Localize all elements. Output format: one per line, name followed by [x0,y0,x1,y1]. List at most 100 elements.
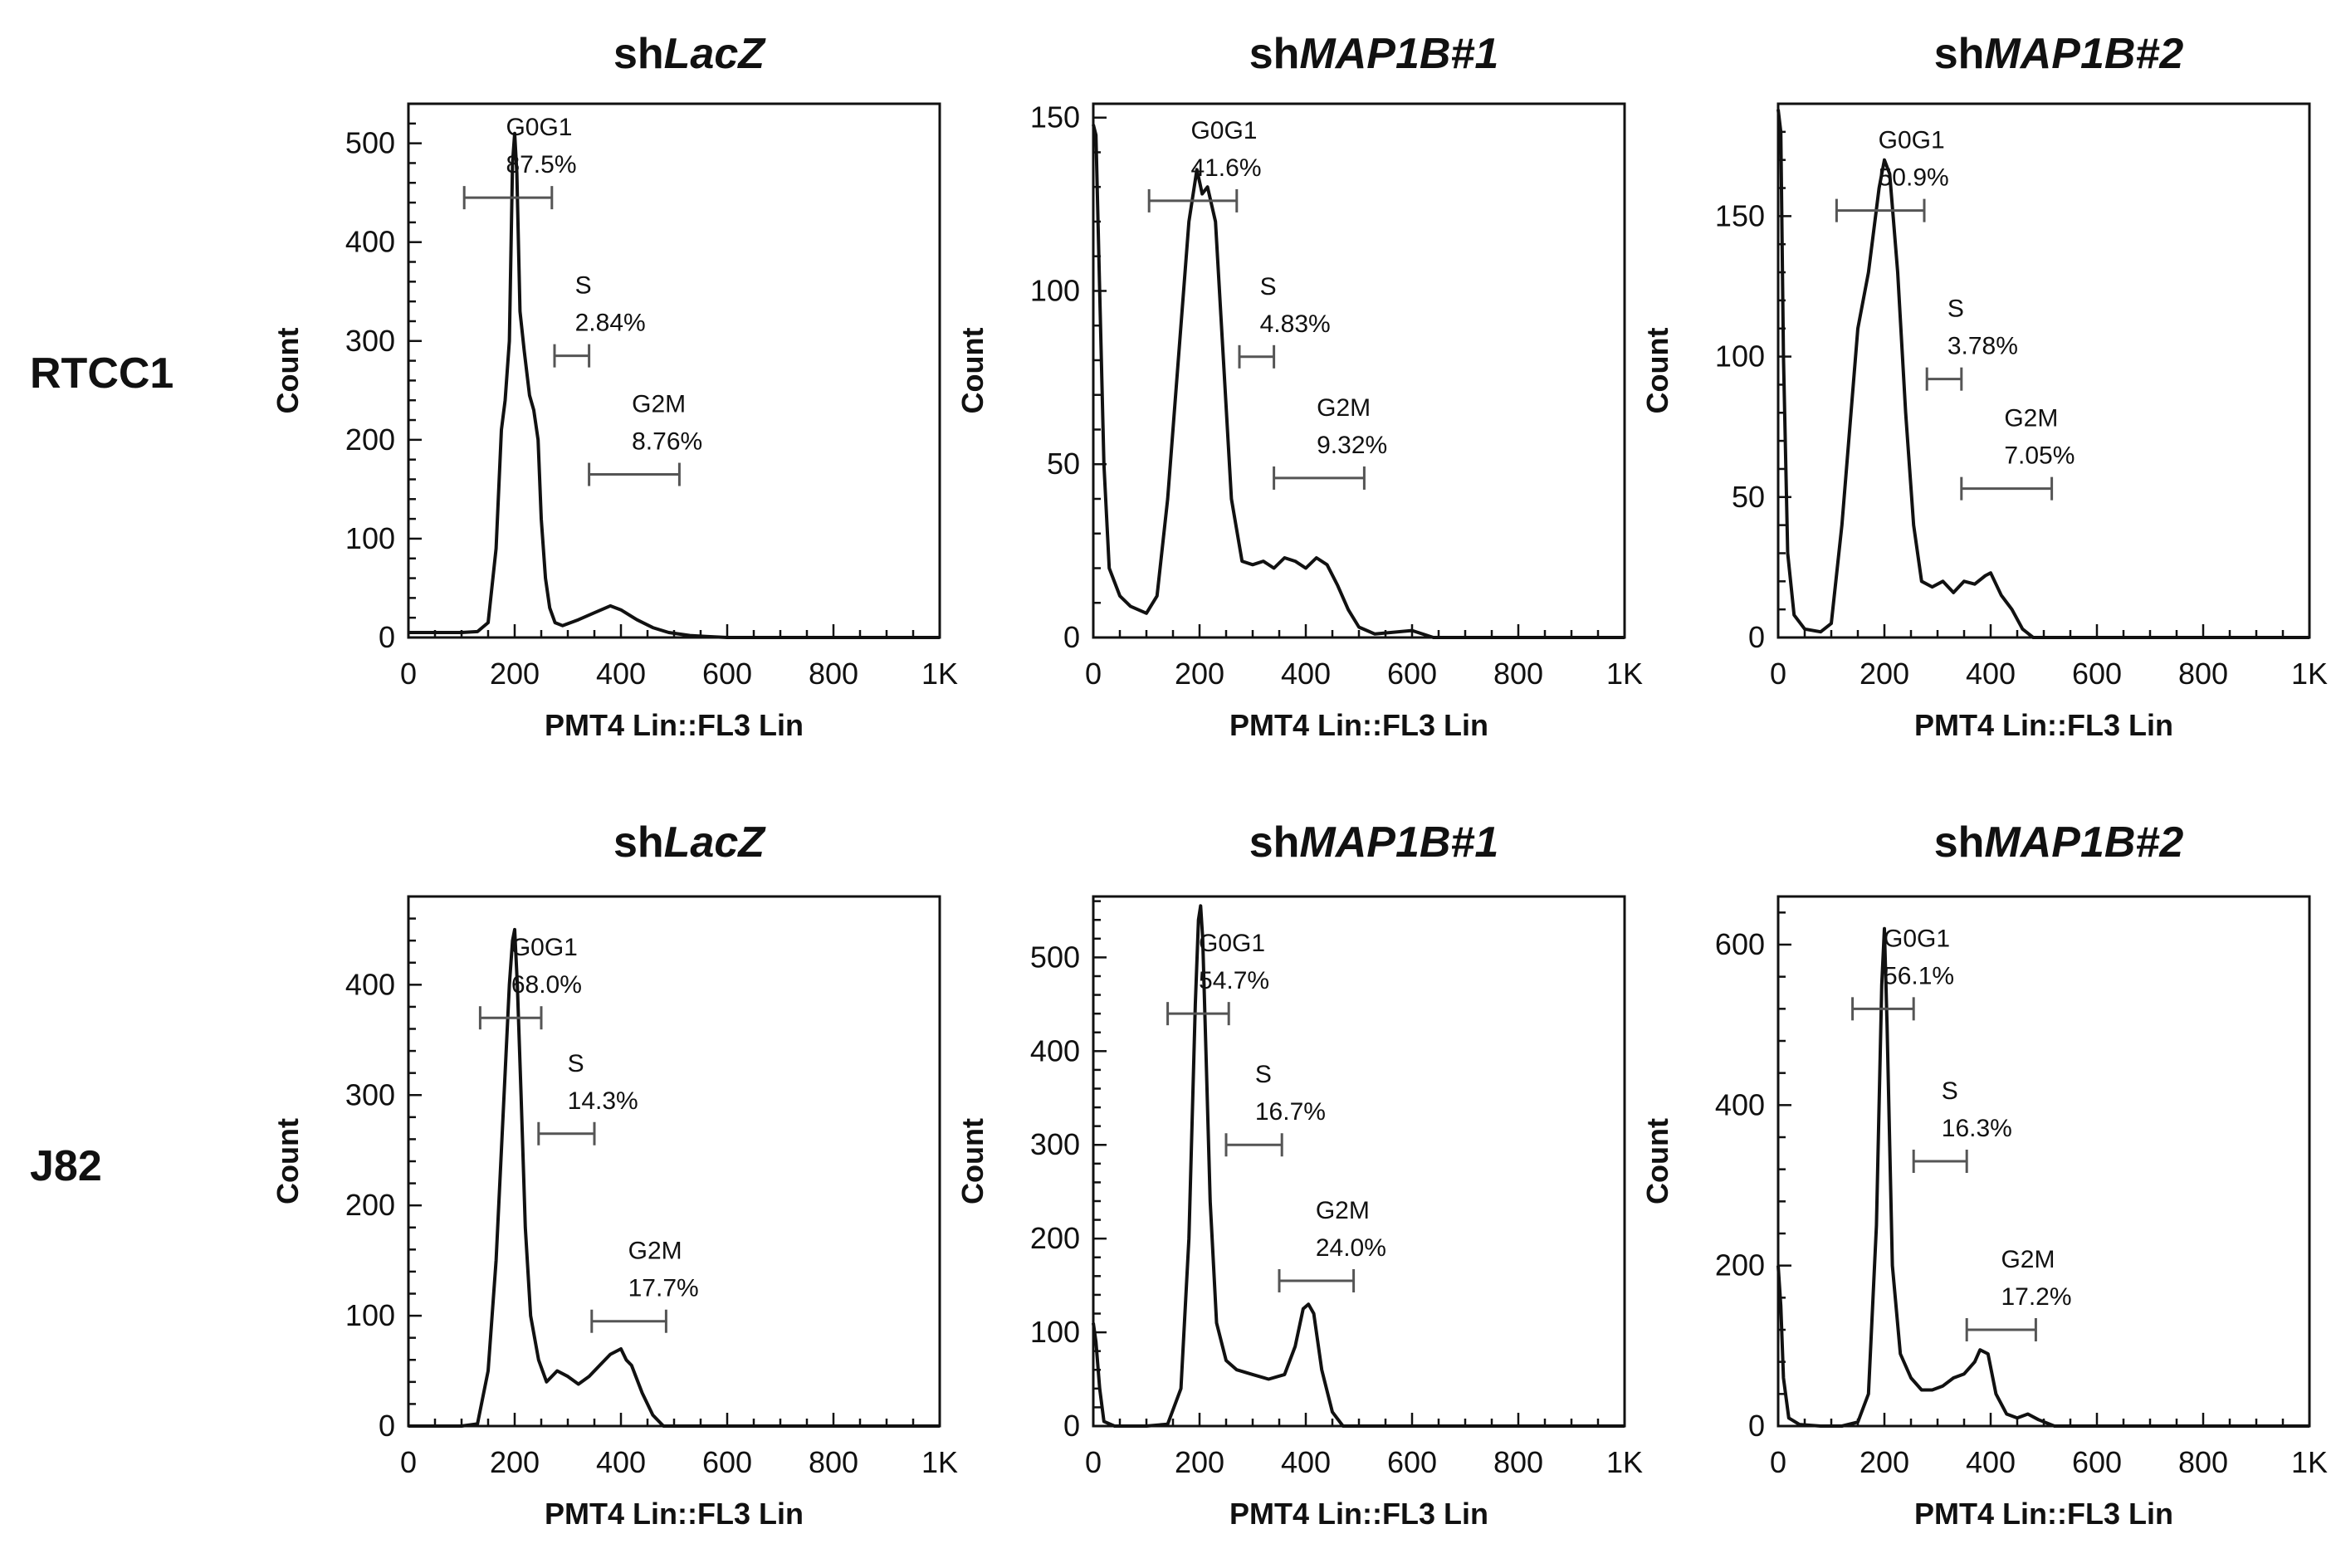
gate-g0g1-percent: 56.1% [1884,962,1954,989]
x-tick-label: 0 [400,1445,417,1479]
plot-frame [1776,895,2311,1428]
y-axis-label: Count [271,328,305,414]
y-tick-label: 400 [1715,1087,1765,1121]
histogram-line [1776,926,2309,1428]
gate-g2m-percent: 7.05% [2004,442,2075,470]
x-tick-label: 600 [1387,657,1437,691]
gate-s-percent: 2.84% [575,310,646,337]
histogram-line [1092,124,1625,639]
plot-frame [1092,102,1626,639]
y-tick-label: 0 [1748,1409,1765,1443]
x-tick-label: 0 [400,657,417,691]
plot-frame [407,895,941,1428]
x-tick-label: 0 [1085,657,1102,691]
x-tick-label: 1K [921,657,958,691]
y-tick-label: 400 [345,225,395,259]
gate-g0g1-label: G0G1 [1879,127,1945,154]
y-tick-label: 400 [345,967,395,1001]
x-axis-label: PMT4 Lin::FL3 Lin [1914,1497,2173,1531]
gate-s-percent: 16.3% [1942,1115,2012,1142]
gate-s-label: S [1942,1077,1958,1105]
histogram-line [1092,904,1625,1428]
gate-g2m-percent: 8.76% [632,428,702,456]
x-tick-label: 400 [1966,657,2016,691]
gate-g2m-label: G2M [2004,405,2058,432]
gate-s-percent: 4.83% [1260,310,1331,338]
gate-g2m-label: G2M [1317,394,1371,422]
x-axis-label: PMT4 Lin::FL3 Lin [1914,708,2173,742]
y-tick-label: 0 [1748,620,1765,654]
y-tick-label: 200 [345,423,395,457]
gate-s-label: S [1255,1061,1272,1088]
gate-g2m-percent: 9.32% [1317,432,1387,459]
y-tick-label: 100 [345,521,395,555]
y-tick-label: 100 [1715,339,1765,374]
x-tick-label: 400 [596,1445,646,1479]
x-tick-label: 800 [2178,657,2228,691]
y-tick-label: 150 [1715,198,1765,232]
y-tick-label: 0 [379,1409,395,1443]
x-axis-label: PMT4 Lin::FL3 Lin [1229,1497,1488,1531]
y-tick-label: 500 [1030,940,1080,974]
x-tick-label: 800 [809,657,858,691]
x-tick-label: 600 [702,657,752,691]
gate-g0g1-label: G0G1 [506,114,572,141]
y-tick-label: 50 [1047,447,1080,481]
gate-s-label: S [575,272,592,300]
y-tick-label: 400 [1030,1033,1080,1067]
gate-g0g1-percent: 54.7% [1199,967,1269,994]
row-label-rtcc1: RTCC1 [30,349,174,398]
gate-s-label: S [568,1050,584,1077]
y-tick-label: 100 [345,1298,395,1332]
x-tick-label: 200 [1175,1445,1224,1479]
panel-title: shMAP1B#1 [1249,30,1499,78]
panel-title: shLacZ [613,818,765,867]
x-tick-label: 600 [702,1445,752,1479]
y-tick-label: 200 [1030,1221,1080,1255]
histogram-line [1776,109,2309,639]
y-tick-label: 200 [1715,1248,1765,1282]
y-tick-label: 500 [345,126,395,160]
plot-frame [1776,102,2311,639]
gate-g2m-label: G2M [1316,1197,1370,1224]
gate-s-percent: 3.78% [1947,333,2018,360]
x-axis-label: PMT4 Lin::FL3 Lin [1229,708,1488,742]
row-label-j82: J82 [30,1142,102,1190]
histogram-line [408,131,940,639]
plot-frame [1092,895,1626,1428]
gate-g2m-label: G2M [632,391,686,418]
x-tick-label: 600 [1387,1445,1437,1479]
gate-g0g1-percent: 87.5% [506,151,576,178]
x-tick-label: 1K [2291,1445,2328,1479]
y-tick-label: 150 [1030,100,1080,134]
x-tick-label: 200 [490,657,540,691]
gate-g0g1-percent: 41.6% [1190,154,1261,182]
gate-g0g1-label: G0G1 [1199,930,1265,957]
gate-g0g1-label: G0G1 [511,934,578,961]
x-axis-label: PMT4 Lin::FL3 Lin [545,708,804,742]
x-tick-label: 1K [1606,657,1643,691]
plot-frame [407,102,941,639]
x-tick-label: 800 [1493,657,1543,691]
x-tick-label: 400 [1966,1445,2016,1479]
gate-g2m-label: G2M [2001,1246,2055,1273]
gate-g2m-label: G2M [628,1238,682,1265]
x-tick-label: 0 [1770,657,1786,691]
x-tick-label: 0 [1770,1445,1786,1479]
y-axis-label: Count [1640,328,1674,414]
y-axis-label: Count [271,1118,305,1204]
y-axis-label: Count [955,1118,990,1204]
gate-s-percent: 16.7% [1255,1098,1326,1126]
gate-s-percent: 14.3% [568,1087,638,1115]
x-tick-label: 600 [2072,1445,2122,1479]
x-tick-label: 1K [2291,657,2328,691]
x-tick-label: 0 [1085,1445,1102,1479]
gate-g0g1-label: G0G1 [1190,117,1257,144]
x-tick-label: 800 [1493,1445,1543,1479]
x-tick-label: 200 [1860,1445,1909,1479]
gate-g2m-percent: 17.7% [628,1275,699,1302]
gate-g0g1-percent: 50.9% [1879,164,1949,192]
y-tick-label: 100 [1030,273,1080,307]
